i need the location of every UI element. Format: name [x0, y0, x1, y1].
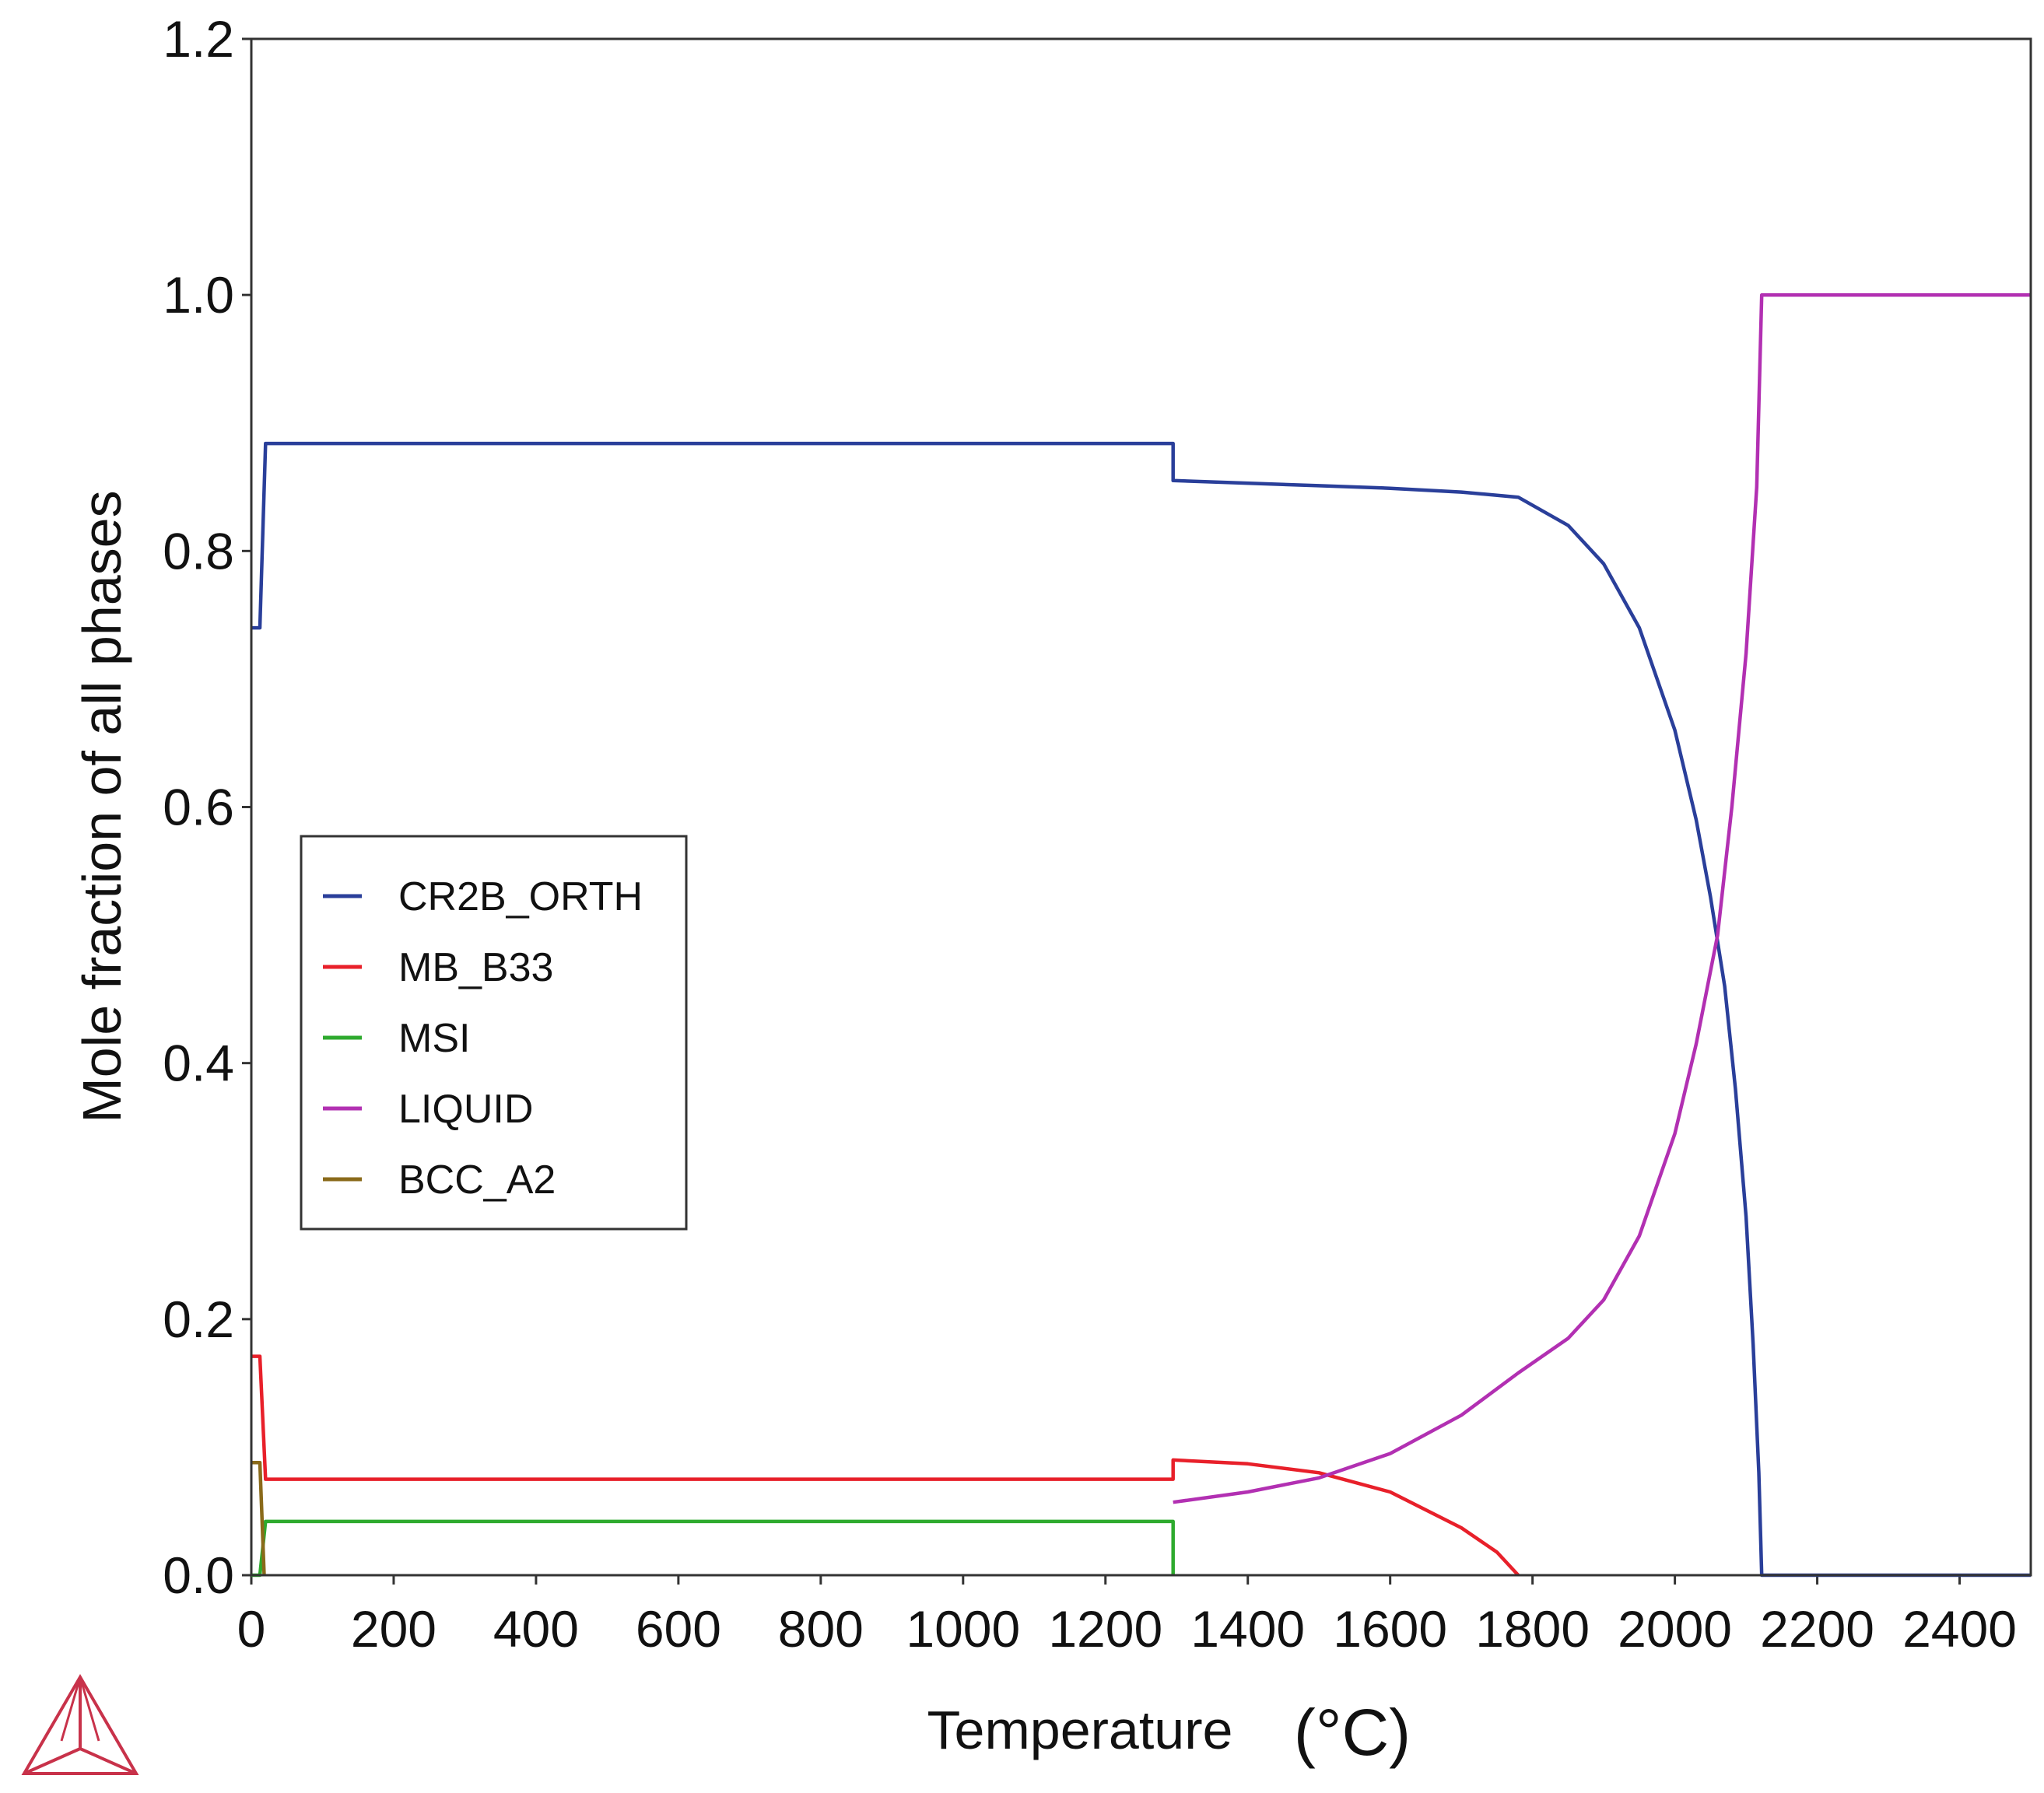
y-axis-label: Mole fraction of all phases: [72, 490, 132, 1122]
thermo-calc-logo: [21, 1674, 139, 1775]
x-tick-label: 600: [636, 1600, 721, 1658]
x-tick-label: 1200: [1048, 1600, 1162, 1658]
legend-box: [300, 835, 688, 1231]
x-tick-label: 1600: [1333, 1600, 1447, 1658]
legend-label: MB_B33: [398, 945, 553, 990]
plot-frame: [250, 37, 2032, 1577]
axis-ticks: 0 200 400 600 800 1000 1200 1400 1600 1800 2000 220…: [163, 10, 2017, 1658]
series-line-liquid: [1173, 292, 2031, 1504]
series-line-bcc-a2: [251, 1460, 266, 1576]
y-tick-label: 1.2: [163, 10, 234, 68]
legend-label: CR2B_ORTH: [398, 874, 643, 919]
x-tick-label: 400: [493, 1600, 579, 1658]
x-tick-label: 0: [237, 1600, 266, 1658]
x-axis-label: Temperature: [927, 1700, 1233, 1760]
x-tick-label: 800: [778, 1600, 864, 1658]
legend-label: MSI: [398, 1016, 470, 1061]
x-tick-label: 2400: [1902, 1600, 2017, 1658]
y-tick-label: 0.6: [163, 779, 234, 836]
legend: CR2B_ORTH MB_B33 MSI LIQUID BCC_A2: [300, 835, 688, 1231]
y-tick-label: 1.0: [163, 266, 234, 324]
x-tick-label: 2000: [1618, 1600, 1732, 1658]
series-lines: [251, 292, 2031, 1578]
series-line-mb-b33: [251, 1354, 1520, 1577]
series-line-cr2b-orth: [251, 441, 2031, 1578]
y-tick-label: 0.0: [163, 1546, 234, 1604]
x-axis-unit: (°C): [1294, 1696, 1411, 1769]
series-line-msi: [251, 1519, 1175, 1578]
legend-label: LIQUID: [398, 1087, 533, 1132]
legend-label: BCC_A2: [398, 1157, 556, 1203]
x-tick-label: 1000: [906, 1600, 1020, 1658]
x-tick-label: 2200: [1760, 1600, 1874, 1658]
y-tick-label: 0.2: [163, 1290, 234, 1348]
x-tick-label: 200: [351, 1600, 436, 1658]
y-tick-label: 0.8: [163, 522, 234, 580]
x-tick-label: 1800: [1475, 1600, 1590, 1658]
x-tick-label: 1400: [1190, 1600, 1305, 1658]
y-tick-label: 0.4: [163, 1035, 234, 1092]
